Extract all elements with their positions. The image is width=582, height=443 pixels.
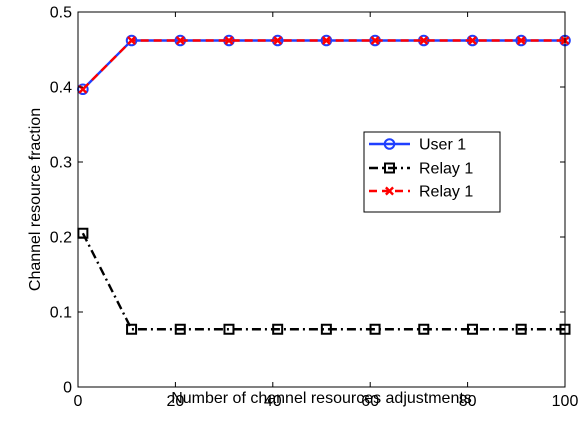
legend-items: User 1 Relay 1 Relay 1: [369, 137, 473, 201]
legend-item-1: User 1: [369, 137, 466, 154]
legend: User 1 Relay 1 Relay 1: [363, 131, 501, 213]
y-tick-label-4: 0.3: [50, 155, 72, 172]
x-tick-label-3: 40: [264, 393, 282, 410]
x-axis-label: Number of channel resources adjustments: [171, 390, 472, 407]
x-tick-label-6: 100: [552, 393, 579, 410]
y-tick-label-3: 0.2: [50, 230, 72, 247]
series-3-point-9: [468, 36, 477, 45]
legend-marker-3: [385, 186, 394, 196]
series-2-point-10: [515, 323, 527, 335]
series-2-point-2: [126, 323, 138, 335]
series-3-point-2: [127, 36, 137, 45]
series-layer: [77, 34, 571, 335]
legend-label-1: User 1: [419, 137, 466, 154]
x-tick-label-4: 60: [361, 393, 379, 410]
series-2-point-4: [223, 323, 235, 335]
series-3-point-5: [273, 36, 283, 45]
legend-marker-1: [383, 138, 396, 150]
series-3-point-7: [370, 36, 380, 45]
series-2-point-3: [174, 323, 186, 335]
series-3-point-8: [419, 36, 429, 45]
plot-frame: [77, 11, 566, 388]
tick-layer: 0 20 40 60 80 100 0 0.1 0.2 0.3 0.4 0.5: [50, 5, 579, 411]
legend-marker-2: [384, 162, 395, 174]
series-2-line: [81, 232, 565, 331]
y-axis-label: Channel resource fraction: [27, 108, 44, 291]
series-2-point-7: [369, 323, 381, 335]
series-3-point-10: [516, 36, 526, 45]
legend-item-3: Relay 1: [369, 184, 473, 201]
series-2-point-8: [418, 323, 430, 335]
series-2-point-5: [272, 323, 284, 335]
series-3-point-4: [224, 36, 234, 45]
legend-label-2: Relay 1: [419, 161, 473, 178]
x-tick-label-5: 80: [459, 393, 477, 410]
y-tick-label-5: 0.4: [50, 80, 72, 97]
series-1-point-10: [515, 34, 527, 47]
legend-item-2: Relay 1: [369, 161, 473, 178]
series-1-point-2: [125, 34, 138, 47]
series-3-point-3: [175, 36, 185, 45]
series-2: [77, 227, 571, 335]
y-tick-label-1: 0: [63, 380, 72, 397]
series-1-point-6: [320, 34, 333, 47]
y-tick-label-6: 0.5: [50, 5, 72, 22]
legend-label-3: Relay 1: [419, 184, 473, 201]
y-tick-label-2: 0.1: [50, 305, 72, 322]
x-tick-label-2: 20: [167, 393, 185, 410]
series-3-point-6: [321, 36, 331, 45]
series-2-point-9: [466, 323, 478, 335]
series-2-point-6: [320, 323, 332, 335]
series-3: [78, 36, 570, 94]
x-tick-label-1: 0: [74, 393, 83, 410]
